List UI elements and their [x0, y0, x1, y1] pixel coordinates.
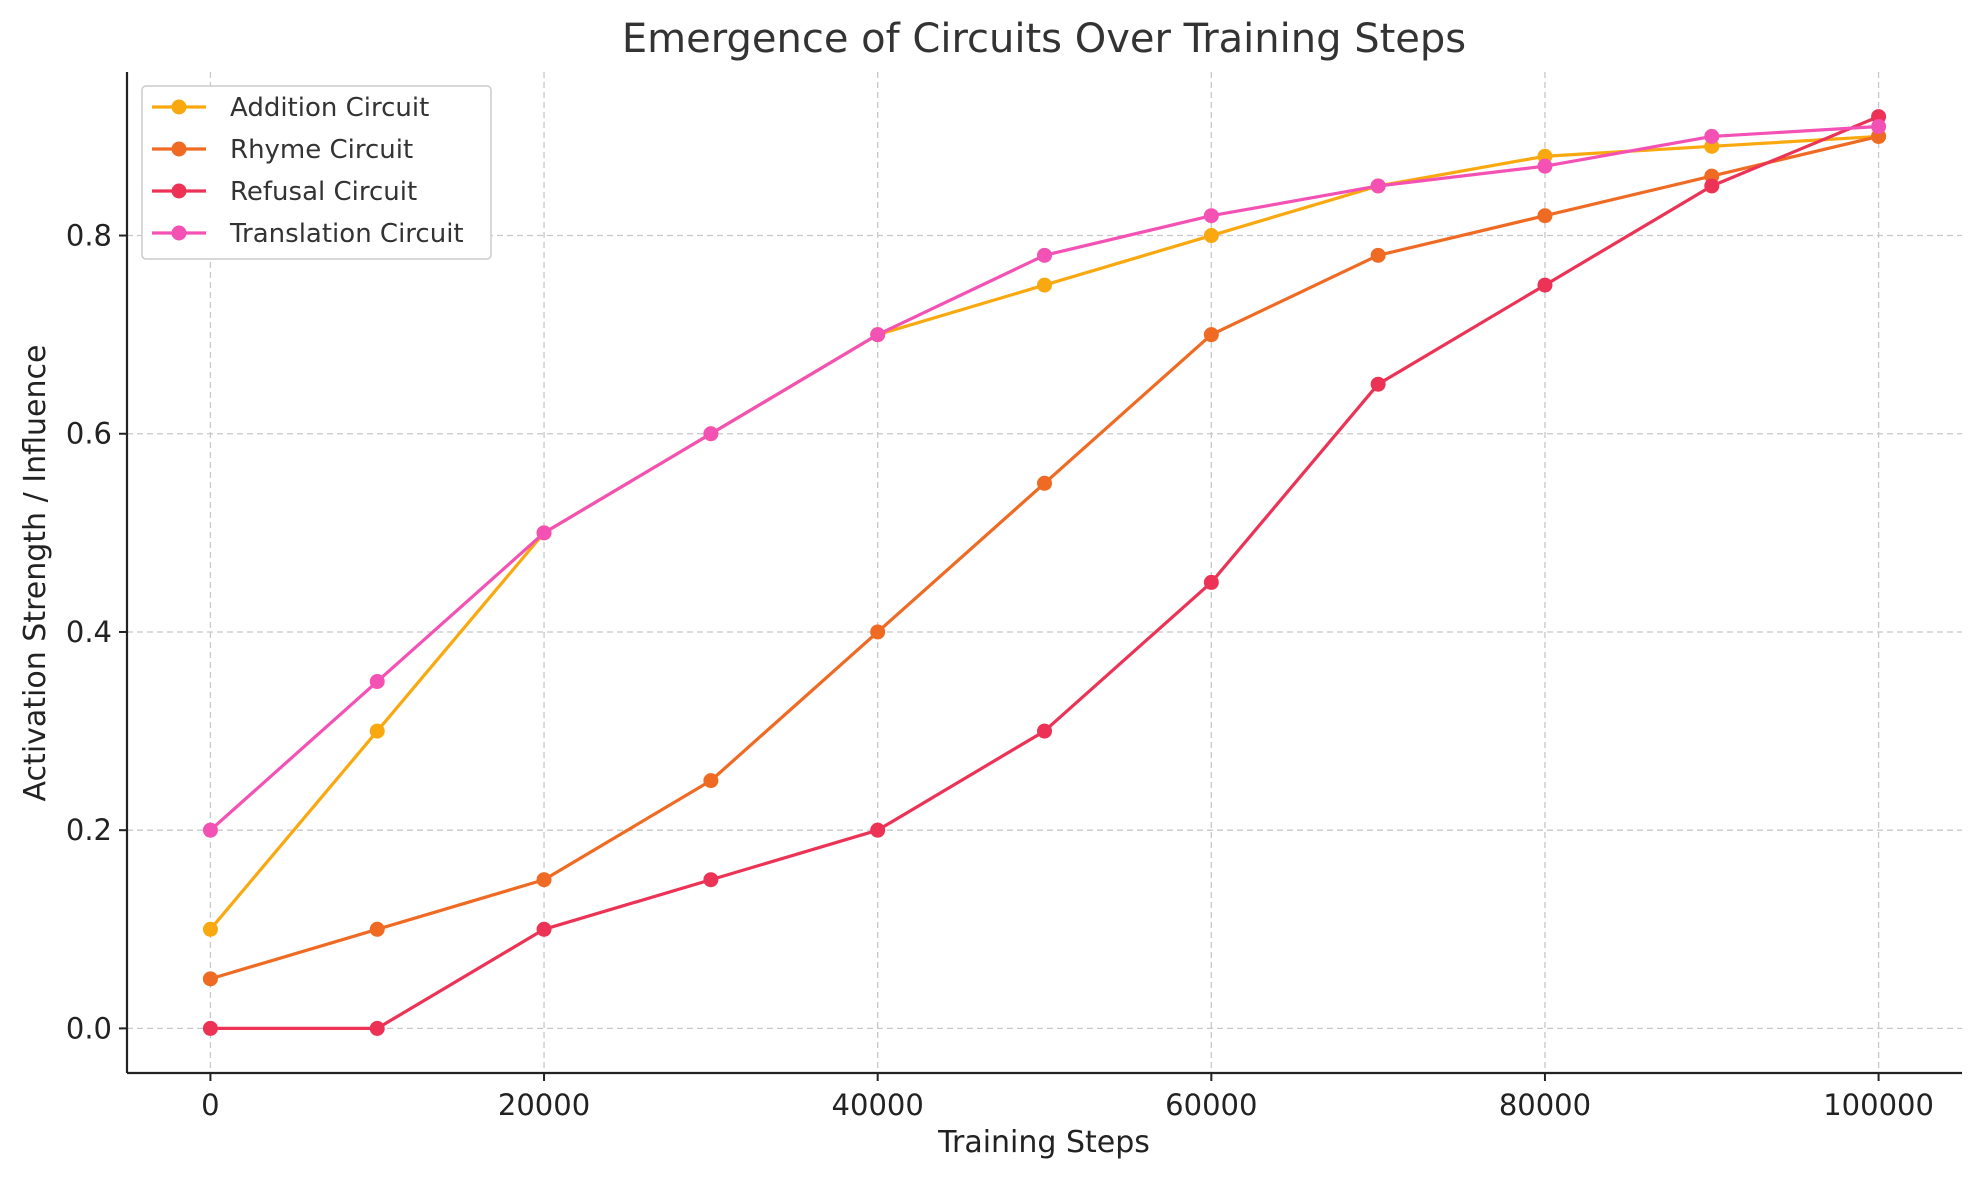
legend-entry: Refusal Circuit — [152, 177, 417, 207]
legend-label: Rhyme Circuit — [230, 135, 413, 165]
data-point — [870, 327, 886, 343]
data-point — [1203, 574, 1219, 590]
data-point — [369, 921, 385, 937]
data-point — [703, 872, 719, 888]
data-point — [870, 624, 886, 640]
series-lines — [202, 109, 1887, 1036]
data-point — [1704, 128, 1720, 144]
data-point — [1037, 247, 1052, 263]
y-tick-label: 0.6 — [66, 417, 112, 451]
data-point — [536, 921, 552, 937]
data-point — [1370, 376, 1386, 392]
data-point — [369, 723, 385, 739]
data-point — [369, 1020, 385, 1036]
data-point — [703, 773, 719, 789]
data-point — [536, 872, 552, 888]
chart-title: Emergence of Circuits Over Training Step… — [622, 16, 1466, 62]
legend-label: Refusal Circuit — [230, 177, 417, 207]
data-point — [1037, 723, 1052, 739]
axes — [125, 72, 1962, 1075]
data-point — [1037, 277, 1052, 293]
legend-entry: Rhyme Circuit — [152, 135, 413, 165]
data-point — [1370, 247, 1386, 263]
x-tick-label: 0 — [201, 1088, 219, 1122]
y-axis-label: Activation Strength / Influence — [18, 345, 53, 802]
data-point — [369, 674, 385, 690]
x-tick-label: 40000 — [832, 1088, 924, 1122]
data-point — [1203, 228, 1219, 244]
data-point — [1537, 208, 1553, 224]
series-refusal-circuit — [202, 109, 1887, 1036]
x-tick-label: 60000 — [1165, 1088, 1257, 1122]
legend-entry: Addition Circuit — [152, 93, 429, 123]
legend: Addition Circuit Rhyme Circuit Refusal Cir… — [141, 85, 492, 260]
data-point — [1203, 327, 1219, 343]
data-point — [1370, 178, 1386, 194]
legend-label: Translation Circuit — [229, 219, 464, 249]
legend-box — [141, 85, 492, 260]
data-point — [202, 921, 218, 937]
data-point — [1537, 277, 1553, 293]
data-point — [870, 822, 886, 838]
data-point — [1704, 178, 1720, 194]
legend-label: Addition Circuit — [230, 93, 429, 123]
data-point — [202, 1020, 218, 1036]
x-axis-label: Training Steps — [937, 1125, 1150, 1160]
y-tick-label: 0.2 — [66, 813, 112, 847]
data-point — [1203, 208, 1219, 224]
x-tick-label: 80000 — [1499, 1088, 1591, 1122]
legend-swatch-marker — [171, 183, 187, 199]
data-point — [1037, 475, 1052, 491]
y-tick-label: 0.0 — [66, 1011, 112, 1045]
data-point — [536, 525, 552, 541]
y-tick-label: 0.4 — [66, 615, 112, 649]
legend-swatch-marker — [171, 99, 187, 115]
series-translation-circuit — [202, 119, 1887, 838]
x-tick-label: 20000 — [498, 1088, 590, 1122]
y-tick-label: 0.8 — [66, 219, 112, 253]
data-point — [202, 971, 218, 987]
legend-swatch-marker — [171, 225, 187, 241]
data-point — [703, 426, 719, 442]
x-tick-label: 100000 — [1823, 1088, 1934, 1122]
legend-swatch-marker — [171, 141, 187, 157]
legend-entry: Translation Circuit — [152, 219, 464, 249]
data-point — [1537, 158, 1553, 174]
data-point — [202, 822, 218, 838]
ticks: 0 20000 40000 60000 80000 100000 0.0 0.2 0.4 0.6 0… — [66, 219, 1934, 1122]
data-point — [1871, 119, 1887, 135]
